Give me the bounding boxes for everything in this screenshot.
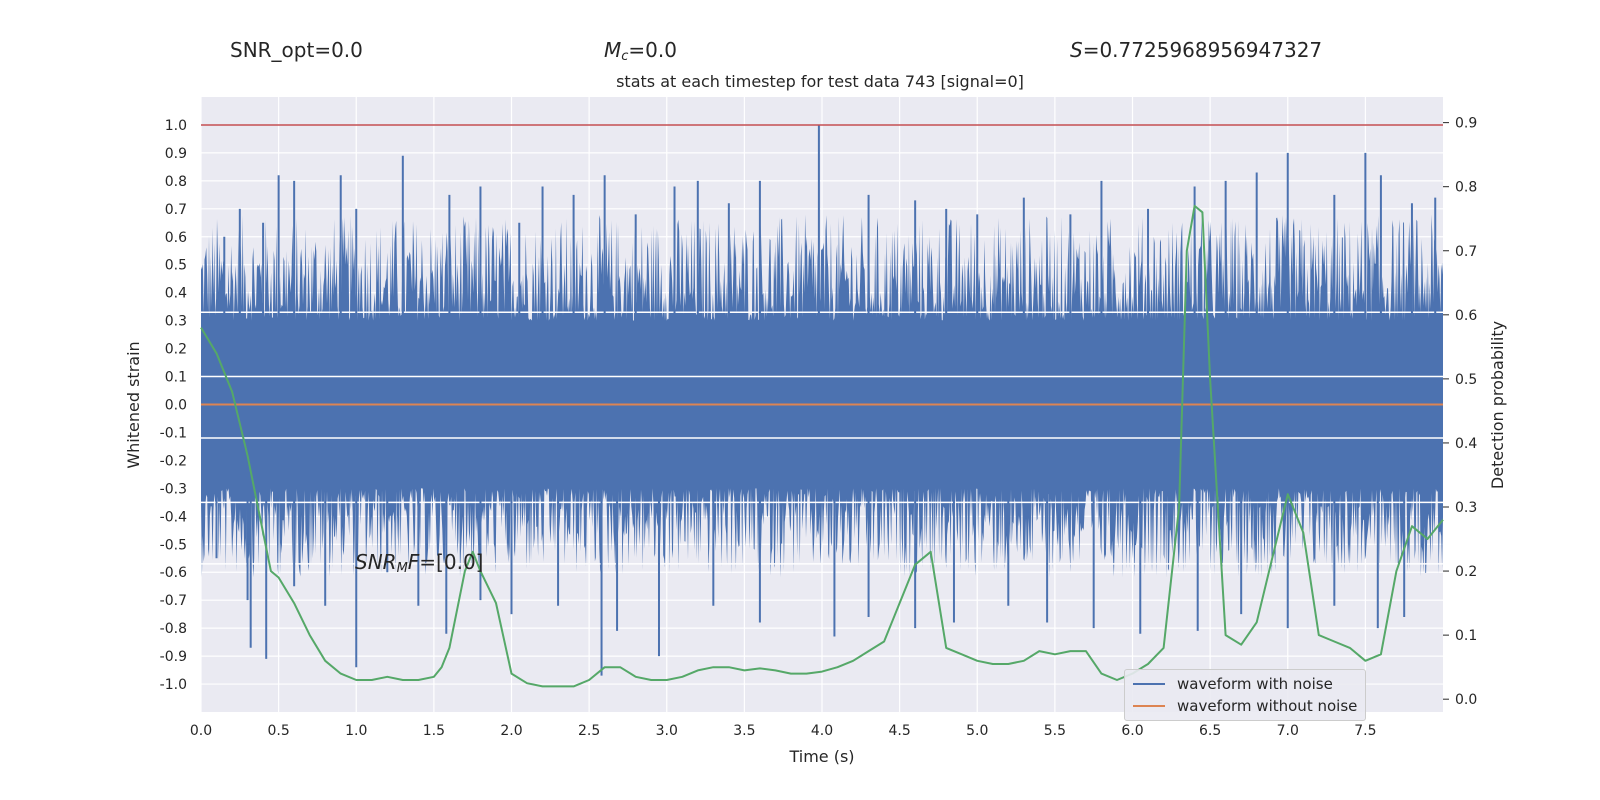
y-tick-label: -0.9: [160, 649, 187, 665]
x-tick-label: 2.0: [500, 723, 522, 739]
x-tick-label: 1.5: [423, 723, 445, 739]
y-tick-label: 1.0: [165, 118, 187, 134]
y-tick-label: -0.6: [160, 565, 187, 581]
y2-tick-label: 0.2: [1455, 564, 1477, 580]
x-tick-label: 7.5: [1354, 723, 1376, 739]
band-overlay-gridlines: [201, 311, 1443, 565]
y-tick-label: 0.1: [165, 370, 187, 386]
y2-tick-label: 0.3: [1455, 500, 1477, 516]
s-value: =0.7725968956947327: [1082, 38, 1323, 62]
legend-label-noise: waveform with noise: [1177, 675, 1333, 693]
snr-opt-label: SNR_opt=0.0: [230, 38, 363, 62]
snr-mf-f: F: [407, 550, 420, 574]
legend-swatch-clean: [1133, 705, 1165, 707]
legend: waveform with noise waveform without noi…: [1124, 669, 1366, 721]
legend-label-clean: waveform without noise: [1177, 697, 1358, 715]
x-tick-label: 6.0: [1121, 723, 1143, 739]
y2-tick-label: 0.9: [1455, 116, 1477, 132]
legend-item-clean: waveform without noise: [1133, 696, 1357, 716]
mc-subscript: c: [621, 49, 629, 64]
y-tick-label: -0.4: [160, 509, 187, 525]
legend-item-noise: waveform with noise: [1133, 674, 1333, 694]
y-tick-label: -0.2: [160, 453, 187, 469]
y-tick-label: -0.5: [160, 537, 187, 553]
y2-tick-label: 0.4: [1455, 436, 1477, 452]
y-tick-label: -0.8: [160, 621, 187, 637]
y-axis-ticks: 1.0 0.9 0.8 0.7 0.6 0.5 0.4 0.3 0.2 0.1 0.0 -0.1 -0.…: [160, 118, 187, 693]
y-tick-label: 0.5: [165, 258, 187, 274]
y-tick-label: 0.3: [165, 314, 187, 330]
chirp-mass-label: Mc=0.0: [604, 38, 677, 64]
s-symbol: S: [1070, 38, 1083, 62]
y2-tick-label: 0.0: [1455, 692, 1477, 708]
legend-swatch-noise: [1133, 683, 1165, 685]
x-tick-label: 3.5: [733, 723, 755, 739]
x-tick-label: 5.5: [1044, 723, 1066, 739]
y-tick-label: 0.9: [165, 146, 187, 162]
x-tick-label: 0.5: [267, 723, 289, 739]
y-tick-label: -0.1: [160, 425, 187, 441]
y-tick-label: 0.2: [165, 342, 187, 358]
x-tick-label: 6.5: [1199, 723, 1221, 739]
y-tick-label: 0.8: [165, 174, 187, 190]
y-tick-label: 0.6: [165, 230, 187, 246]
y-axis-label: Whitened strain: [124, 341, 143, 468]
y2-axis-ticks: 0.9 0.8 0.7 0.6 0.5 0.4 0.3 0.2 0.1 0.0: [1443, 116, 1477, 708]
y2-tick-label: 0.1: [1455, 628, 1477, 644]
y-tick-label: 0.4: [165, 286, 187, 302]
y-tick-label: 0.0: [165, 398, 187, 414]
y2-axis-label: Detection probability: [1488, 321, 1507, 489]
x-tick-label: 4.5: [888, 723, 910, 739]
snr-mf-subscript: M: [396, 561, 408, 576]
chart-title: stats at each timestep for test data 743…: [616, 72, 1024, 91]
snr-mf-symbol: SNR: [355, 550, 397, 574]
y-tick-label: 0.7: [165, 202, 187, 218]
noise-waveform-band: [201, 214, 1443, 578]
x-tick-label: 7.0: [1277, 723, 1299, 739]
snr-mf-value: =[0.0]: [419, 550, 484, 574]
x-axis-label: Time (s): [788, 747, 854, 766]
y2-tick-label: 0.5: [1455, 372, 1477, 388]
x-tick-label: 3.0: [656, 723, 678, 739]
y2-tick-label: 0.8: [1455, 180, 1477, 196]
snr-mf-annotation: SNRMF=[0.0]: [355, 550, 483, 576]
mc-value: =0.0: [628, 38, 677, 62]
x-tick-label: 5.0: [966, 723, 988, 739]
y2-tick-label: 0.6: [1455, 308, 1477, 324]
y-tick-label: -0.7: [160, 593, 187, 609]
x-tick-label: 1.0: [345, 723, 367, 739]
x-axis-ticks: 0.0 0.5 1.0 1.5 2.0 2.5 3.0 3.5 4.0 4.5 5.0 5.5 6.0 6…: [190, 723, 1377, 739]
x-tick-label: 2.5: [578, 723, 600, 739]
detection-probability-line: [200, 204, 1444, 688]
s-stat-label: S=0.7725968956947327: [1070, 38, 1322, 62]
y-tick-label: -1.0: [160, 677, 187, 693]
y2-tick-label: 0.7: [1455, 244, 1477, 260]
x-tick-label: 0.0: [190, 723, 212, 739]
mc-symbol: M: [604, 38, 622, 62]
x-tick-label: 4.0: [811, 723, 833, 739]
y-tick-label: -0.3: [160, 481, 187, 497]
noise-waveform-spikes: [215, 124, 1437, 676]
